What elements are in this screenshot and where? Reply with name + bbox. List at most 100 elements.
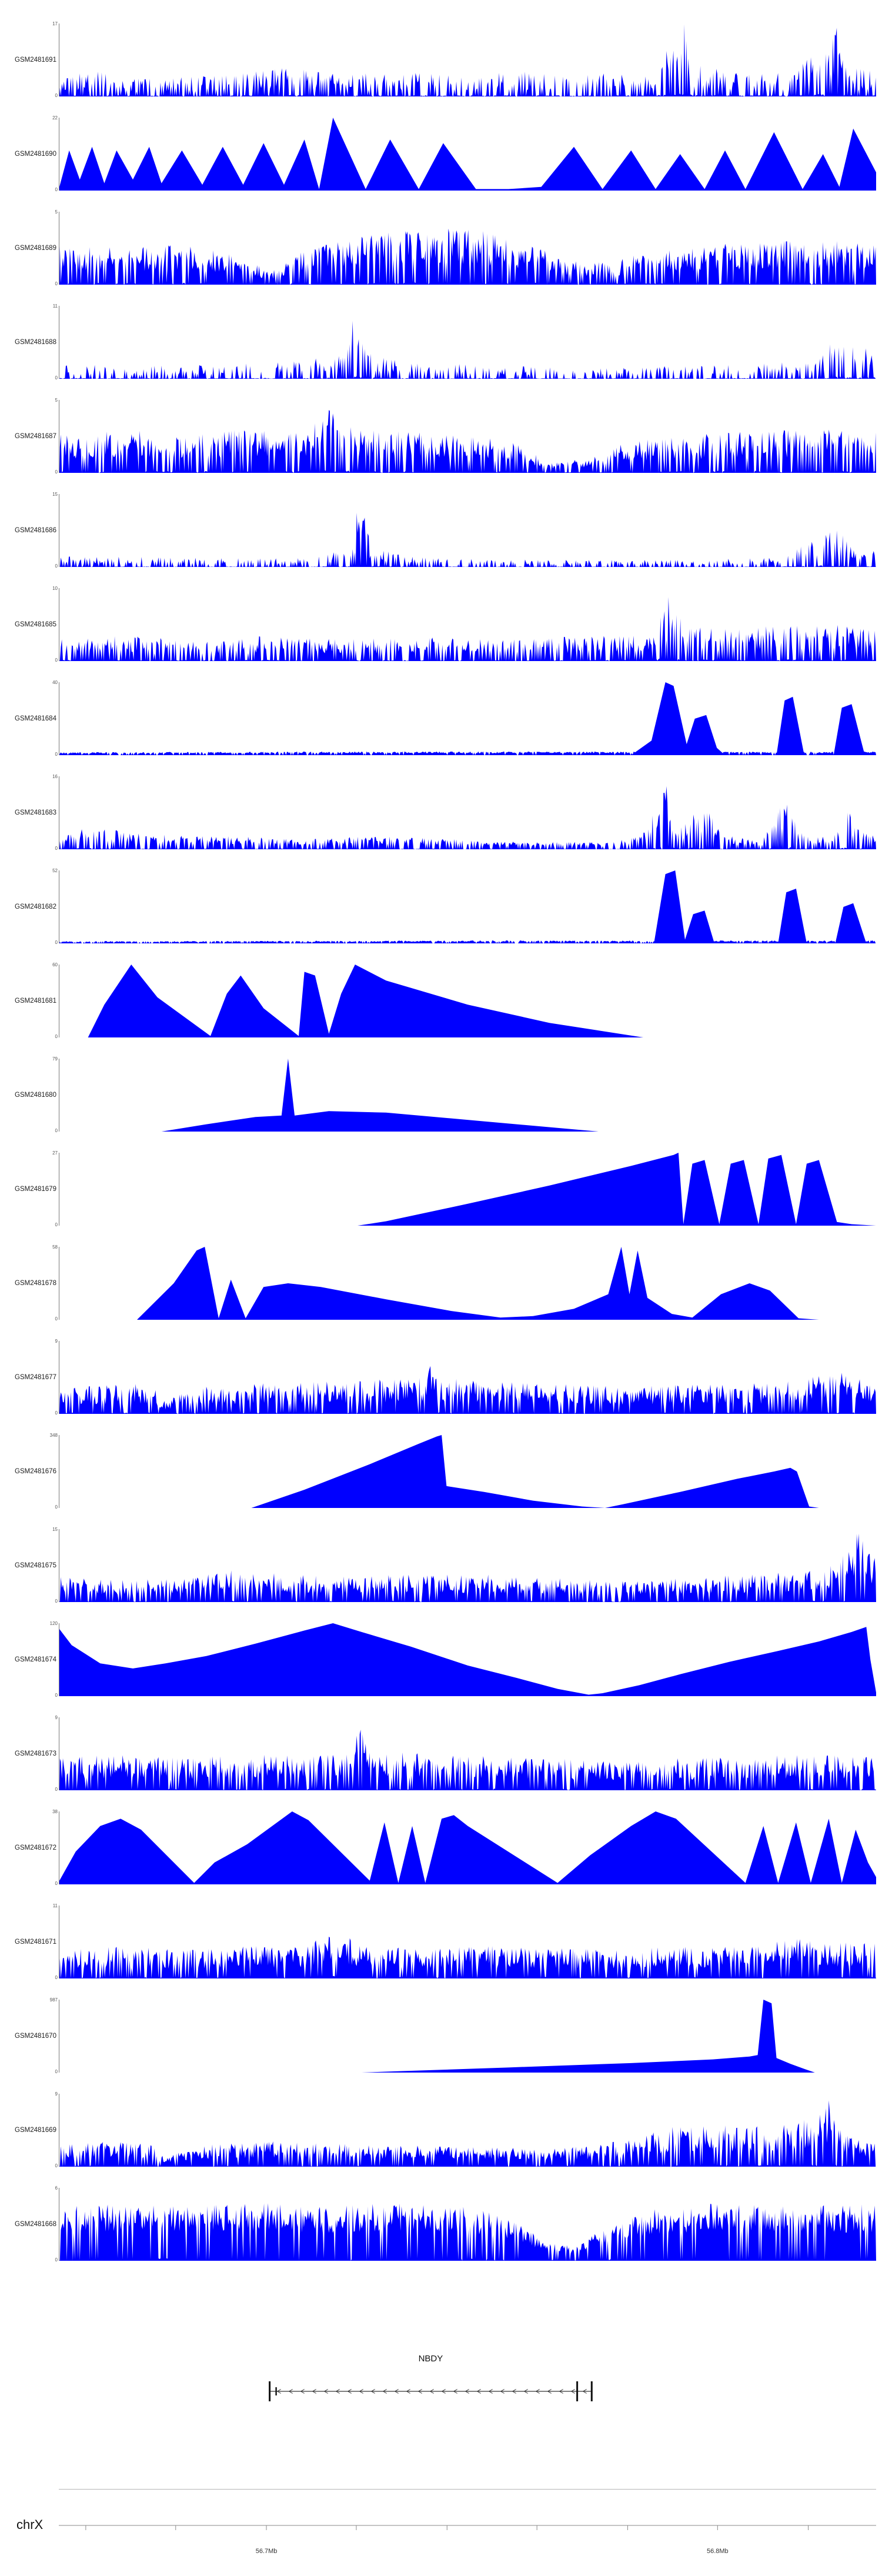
y-axis-max-label: 22 — [52, 115, 58, 121]
y-axis-min-label: 0 — [55, 187, 58, 192]
coverage-area — [59, 1366, 876, 1414]
coverage-track: GSM2481685 10 0 — [0, 578, 882, 672]
strand-arrow-icon — [559, 2389, 563, 2394]
track-label: GSM2481683 — [15, 809, 56, 816]
track-plot: 27 0 — [52, 1151, 876, 1227]
y-axis-max-label: 60 — [52, 962, 58, 967]
track-label: GSM2481688 — [15, 339, 56, 346]
y-axis-max-label: 348 — [49, 1433, 58, 1438]
coverage-track: GSM2481679 27 0 — [0, 1142, 882, 1236]
y-axis-max-label: 15 — [52, 1527, 58, 1532]
track-label: GSM2481669 — [15, 2127, 56, 2134]
strand-arrow-icon — [582, 2389, 587, 2394]
coverage-track: GSM2481677 9 0 — [0, 1330, 882, 1424]
coverage-track: GSM2481689 5 0 — [0, 201, 882, 295]
coverage-area — [59, 2203, 876, 2261]
y-axis-min-label: 0 — [55, 281, 58, 286]
strand-arrow-icon — [312, 2389, 316, 2394]
strand-arrow-icon — [276, 2389, 281, 2394]
y-axis-min-label: 0 — [55, 1034, 58, 1039]
axis-row: chrX 56.7Mb 56.8Mb — [0, 2517, 882, 2558]
gene-name: NBDY — [418, 2354, 443, 2364]
strand-arrow-icon — [570, 2389, 575, 2394]
coverage-area — [59, 786, 876, 849]
track-plot: 16 0 — [52, 775, 876, 851]
y-axis-min-label: 0 — [55, 2069, 58, 2074]
track-label: GSM2481677 — [15, 1374, 56, 1381]
track-label: GSM2481682 — [15, 903, 56, 910]
y-axis-min-label: 0 — [55, 1975, 58, 1980]
strand-arrow-icon — [300, 2389, 305, 2394]
coverage-track: GSM2481675 15 0 — [0, 1519, 882, 1613]
coverage-area — [59, 321, 876, 379]
track-plot: 120 0 — [50, 1621, 876, 1698]
coverage-tracks: GSM2481691 17 0 GSM2481690 22 0 GSM24816… — [0, 13, 882, 2271]
y-axis-min-label: 0 — [55, 1316, 58, 1322]
strand-arrow-icon — [347, 2389, 352, 2394]
track-label: GSM2481679 — [15, 1186, 56, 1193]
track-plot: 11 0 — [53, 304, 876, 381]
y-axis-min-label: 0 — [55, 752, 58, 757]
y-axis-min-label: 0 — [55, 1787, 58, 1792]
y-axis-min-label: 0 — [55, 563, 58, 569]
coverage-area — [59, 1623, 876, 1696]
strand-arrow-icon — [288, 2389, 293, 2394]
strand-arrow-icon — [370, 2389, 375, 2394]
strand-arrow-icon — [453, 2389, 457, 2394]
y-axis-max-label: 17 — [52, 21, 58, 26]
y-axis-max-label: 27 — [52, 1150, 58, 1156]
chromosome-label: chrX — [16, 2517, 44, 2532]
coverage-track: GSM2481683 16 0 — [0, 766, 882, 860]
coverage-track: GSM2481672 38 0 — [0, 1801, 882, 1895]
coverage-area — [59, 118, 876, 191]
track-plot: 5 0 — [55, 210, 876, 286]
strand-arrow-icon — [476, 2389, 481, 2394]
y-axis-min-label: 0 — [55, 658, 58, 663]
track-label: GSM2481672 — [15, 1844, 56, 1851]
track-plot: 17 0 — [52, 22, 876, 98]
y-axis-max-label: 9 — [55, 2091, 58, 2097]
y-axis-min-label: 0 — [55, 846, 58, 851]
coverage-area — [59, 965, 876, 1037]
strand-arrow-icon — [488, 2389, 493, 2394]
coverage-track: GSM2481686 15 0 — [0, 483, 882, 578]
gene-model — [269, 2381, 593, 2401]
track-label: GSM2481685 — [15, 621, 56, 628]
y-axis-max-label: 10 — [52, 586, 58, 591]
track-plot: 10 0 — [52, 586, 876, 663]
strand-arrow-icon — [429, 2389, 434, 2394]
y-axis-max-label: 38 — [52, 1809, 58, 1814]
coverage-track: GSM2481682 52 0 — [0, 860, 882, 954]
track-plot: 5 0 — [55, 398, 876, 475]
track-label: GSM2481691 — [15, 56, 56, 64]
coverage-track: GSM2481684 40 0 — [0, 672, 882, 766]
y-axis-min-label: 0 — [55, 2163, 58, 2168]
strand-arrow-icon — [465, 2389, 469, 2394]
y-axis-min-label: 0 — [55, 1881, 58, 1886]
coverage-track: GSM2481680 79 0 — [0, 1048, 882, 1142]
coverage-area — [59, 228, 876, 285]
coverage-area — [59, 1247, 876, 1320]
y-axis-max-label: 5 — [55, 209, 58, 215]
coverage-area — [59, 1153, 876, 1226]
coverage-area — [59, 1533, 876, 1602]
strand-arrow-icon — [512, 2389, 516, 2394]
strand-arrow-icon — [547, 2389, 552, 2394]
strand-arrow-icon — [535, 2389, 540, 2394]
axis-separator-line — [59, 2489, 876, 2490]
coverage-area — [59, 682, 876, 755]
coverage-area — [59, 512, 876, 567]
coverage-track: GSM2481668 6 0 — [0, 2177, 882, 2271]
track-plot: 9 0 — [55, 1716, 876, 1792]
track-label: GSM2481686 — [15, 527, 56, 534]
coverage-track: GSM2481669 9 0 — [0, 2083, 882, 2177]
track-label: GSM2481671 — [15, 1938, 56, 1946]
track-plot: 58 0 — [52, 1245, 876, 1322]
track-label: GSM2481689 — [15, 245, 56, 252]
track-plot: 6 0 — [55, 2186, 876, 2263]
track-plot: 52 0 — [52, 869, 876, 945]
track-plot: 15 0 — [52, 492, 876, 569]
strand-arrow-icon — [523, 2389, 528, 2394]
exon-box — [590, 2381, 593, 2401]
